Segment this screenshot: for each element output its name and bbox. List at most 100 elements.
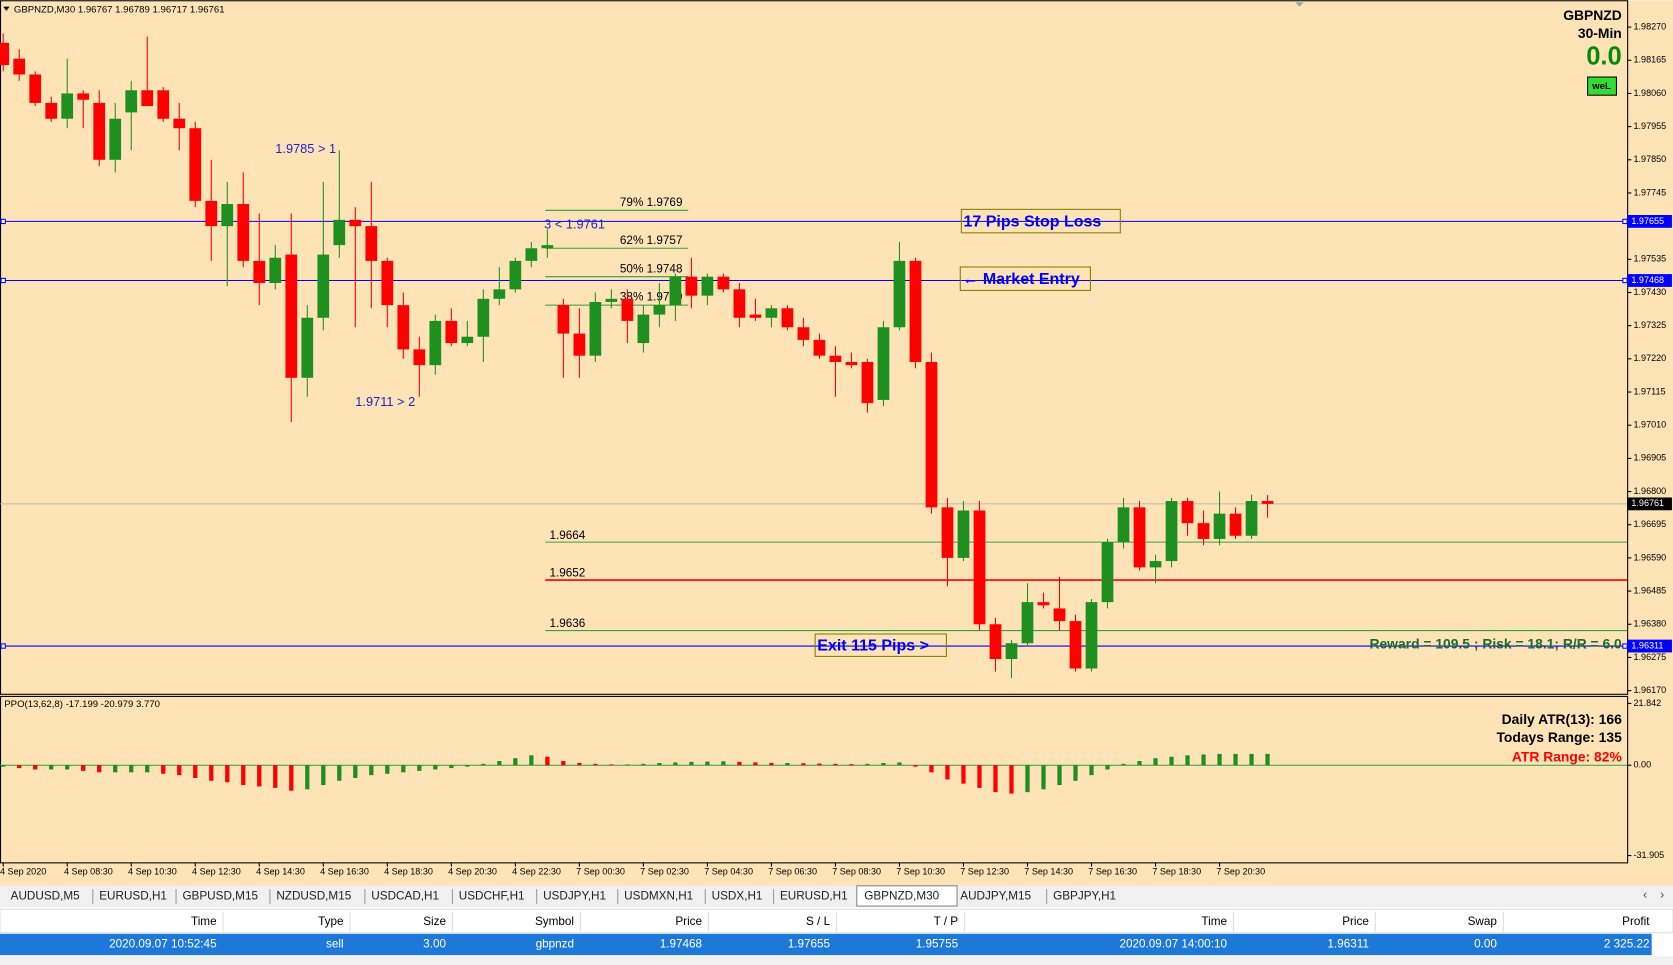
trade-line-handle[interactable] [0,218,6,225]
histogram-bar [769,762,774,766]
badge-text: weL [1591,81,1611,92]
histogram-bar [561,760,566,766]
info-value: 0.0 [1586,43,1622,71]
badge [1587,76,1617,96]
y-tick-label: 1.98270 [1634,21,1667,31]
histogram-bar [353,765,358,778]
note-box[interactable] [960,208,1121,234]
trade-line-handle[interactable] [0,277,6,284]
histogram-bar [913,765,918,767]
column-header[interactable]: Profit [1622,915,1650,928]
trade-price-label: 1.97468 [1631,275,1664,285]
histogram-bar [1121,763,1126,766]
histogram-bar [577,762,582,766]
candle-body [925,362,938,508]
x-tick-label: 7 Sep 10:30 [896,866,945,876]
column-header[interactable]: Size [423,915,446,928]
trade-line-handle[interactable] [0,643,6,649]
candle-body [1053,608,1066,622]
histogram-bar [225,765,230,783]
table-cell: 2020.09.07 10:52:45 [109,938,217,951]
candle-body [1069,621,1082,669]
y-tick-label: 1.96485 [1634,585,1667,595]
shift-marker [1295,2,1304,7]
tab-label[interactable]: GBPUSD,M15 [182,890,258,903]
table-row-selected[interactable] [0,933,1652,956]
tab-label[interactable]: USDX,H1 [712,890,763,903]
tab-active[interactable] [856,885,958,907]
x-tick-label: 4 Sep 2020 [0,866,46,876]
candle-body [157,90,170,119]
tab-label[interactable]: USDJPY,H1 [543,890,606,903]
tab-label[interactable]: EURUSD,H1 [780,890,848,903]
tab-scroll-left[interactable]: ‹ [1643,889,1647,902]
note-box[interactable] [959,266,1091,291]
tab-label[interactable]: EURUSD,H1 [99,890,167,903]
candle-body [173,118,186,129]
histogram-bar [177,765,182,776]
candle-body [653,305,666,315]
tab-active-label[interactable]: GBPNZD,M30 [864,890,939,903]
tab-label[interactable]: USDCAD,H1 [371,890,439,903]
histogram-bar [593,763,598,766]
tab-label[interactable]: NZDUSD,M15 [276,890,351,903]
menu-arrow[interactable] [3,6,10,11]
trade-line-handle[interactable] [1622,643,1628,649]
histogram-bar [1073,765,1078,781]
candle-body [525,248,538,261]
candle-body [93,102,106,160]
column-header[interactable]: Symbol [535,915,574,928]
candle-body [1021,602,1034,644]
y-tick-label: 1.97535 [1634,254,1667,264]
tab-label[interactable]: AUDUSD,M5 [11,890,81,903]
note-box[interactable] [814,633,947,657]
histogram-bar [1105,765,1110,770]
tab-label[interactable]: USDCHF,H1 [459,890,525,903]
column-header[interactable]: Time [1201,915,1227,928]
histogram-bar [1265,753,1270,766]
histogram-bar [321,765,326,786]
column-header[interactable]: Type [318,915,343,928]
tab-scroll-right[interactable]: › [1660,889,1664,902]
column-header[interactable]: Swap [1468,915,1498,928]
candle-body [813,339,826,356]
candle-body [797,327,810,340]
column-header[interactable]: S / L [806,915,831,928]
histogram-bar [513,758,518,766]
fib-label: 62% 1.9757 [620,234,683,247]
table-cell: gbpnzd [536,938,574,951]
tab-label[interactable]: USDMXN,H1 [624,890,693,903]
candle-body [45,102,58,119]
level-label: 1.9636 [549,617,585,630]
candle-body [61,93,74,119]
y-tick-label: 1.97430 [1634,287,1667,297]
column-header[interactable]: Price [1342,915,1369,928]
candle-body [861,362,874,404]
y-tick-label: 1.96170 [1634,685,1667,695]
trade-line-handle[interactable] [1622,218,1628,225]
column-header[interactable]: Time [191,915,217,928]
candle-body [957,510,970,558]
candle-body [269,257,282,284]
histogram-bar [1041,765,1046,790]
candle-body [1197,523,1210,539]
candle-body [621,298,634,321]
candle-body [317,254,330,318]
tab-label[interactable]: GBPJPY,H1 [1053,890,1116,903]
histogram-bar [977,765,982,788]
column-header[interactable]: Price [675,915,702,928]
histogram-bar [625,764,630,766]
tab-label[interactable]: AUDJPY,M15 [960,890,1031,903]
y-tick-label: 1.97220 [1634,353,1667,363]
x-tick-label: 7 Sep 14:30 [1024,866,1073,876]
column-header[interactable]: T / P [934,915,959,928]
histogram-bar [113,765,118,773]
candle-body [13,58,26,75]
y-tick-label: 1.97115 [1634,386,1666,396]
today-range: Todays Range: 135 [1496,729,1622,745]
y-tick-label: 1.96590 [1634,552,1667,562]
x-tick-label: 4 Sep 22:30 [512,866,561,876]
trade-line-handle[interactable] [1622,277,1628,284]
x-tick-label: 4 Sep 20:30 [448,866,497,876]
